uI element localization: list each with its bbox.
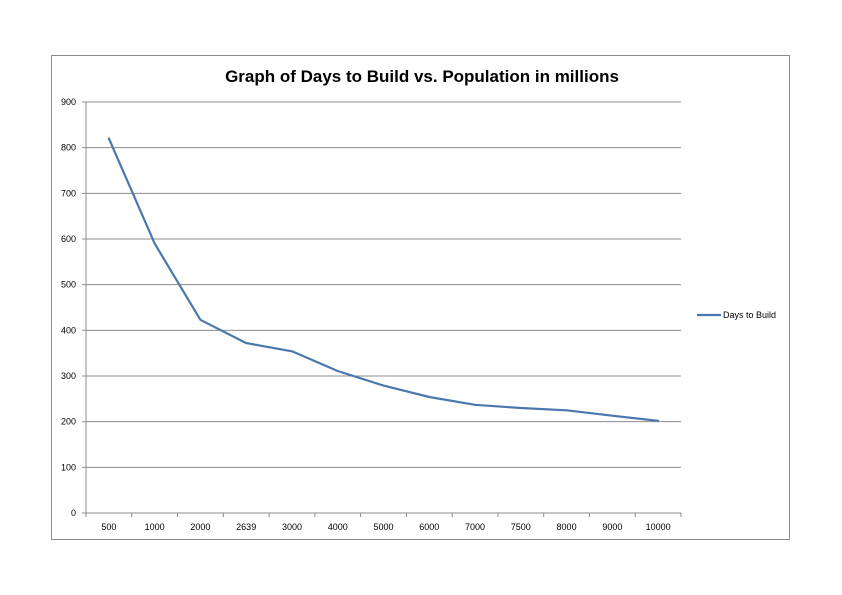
series-lines <box>107 137 660 422</box>
series-line-days-to-build <box>107 137 660 422</box>
legend: Days to Build <box>697 310 776 320</box>
y-tick-label: 300 <box>61 371 76 381</box>
x-tick-label: 1000 <box>145 522 165 532</box>
y-tick-label: 0 <box>71 508 76 518</box>
y-tick-label: 500 <box>61 280 76 290</box>
x-tick-label: 5000 <box>373 522 393 532</box>
y-tick-label: 600 <box>61 234 76 244</box>
x-tick-label: 9000 <box>602 522 622 532</box>
y-tick-label: 200 <box>61 417 76 427</box>
x-tick-label: 10000 <box>646 522 671 532</box>
x-tick-label: 2000 <box>190 522 210 532</box>
y-tick-label: 900 <box>61 97 76 107</box>
x-tick-label: 3000 <box>282 522 302 532</box>
y-tick-label: 800 <box>61 143 76 153</box>
gridlines <box>86 101 681 468</box>
x-tick-label: 7500 <box>511 522 531 532</box>
y-tick-label: 100 <box>61 462 76 472</box>
x-tick-label: 7000 <box>465 522 485 532</box>
x-tick-label: 500 <box>101 522 116 532</box>
y-tick-label: 700 <box>61 188 76 198</box>
axes: 0 100 200 300 400 500 600 700 800 900 500 1000 2000 2… <box>61 97 682 532</box>
chart-title: Graph of Days to Build vs. Population in… <box>225 67 619 86</box>
x-tick-label: 6000 <box>419 522 439 532</box>
x-tick-label: 2639 <box>236 522 256 532</box>
legend-label-days-to-build: Days to Build <box>723 310 776 320</box>
x-tick-label: 8000 <box>557 522 577 532</box>
line-chart: Graph of Days to Build vs. Population in… <box>61 67 776 532</box>
chart-area: Graph of Days to Build vs. Population in… <box>51 55 790 540</box>
y-tick-label: 400 <box>61 325 76 335</box>
x-tick-label: 4000 <box>328 522 348 532</box>
